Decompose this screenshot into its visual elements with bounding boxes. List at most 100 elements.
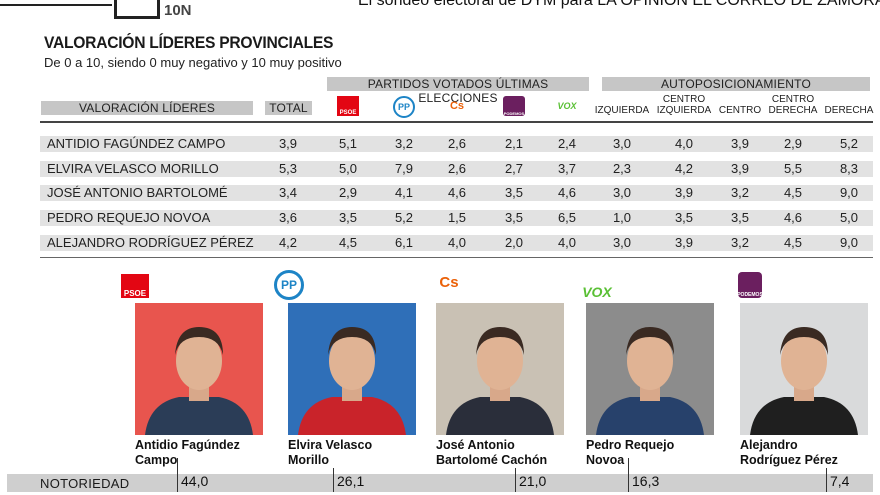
table-cell-value: 3,5 [730, 210, 750, 225]
candidate-party-logo: PODEMOS [737, 272, 763, 298]
table-cell-value: 3,9 [674, 235, 694, 250]
candidate-name-line2: Rodríguez Pérez [740, 453, 838, 467]
table-row: ELVIRA VELASCO MORILLO 5,3 5,0 7,9 2,6 2,7 3,7… [40, 161, 873, 177]
vox-logo-text: VOX [557, 101, 577, 111]
auto-header-line2: DERECHA [824, 105, 874, 116]
table-cell-value: 4,0 [447, 235, 467, 250]
table-cell-value: 6,5 [557, 210, 577, 225]
table-cell-value: 3,0 [612, 185, 632, 200]
candidate-photo [586, 303, 714, 435]
pp-logo-text: PP [397, 102, 410, 112]
table-cell-value: 9,0 [839, 185, 859, 200]
auto-column-header: CENTRO [705, 94, 775, 116]
auto-header-line2: CENTRO [718, 105, 762, 116]
auto-header-line1 [587, 94, 657, 105]
leader-name: ELVIRA VELASCO MORILLO [47, 161, 219, 176]
notoriedad-tick [628, 458, 629, 492]
candidate-name-line2: Novoa [586, 453, 625, 467]
table-cell-value: 2,3 [612, 161, 632, 176]
table-cell-value: 5,0 [338, 161, 358, 176]
table-cell-value: 4,6 [447, 185, 467, 200]
table-cell-value: 4,1 [394, 185, 414, 200]
page-title: VALORACIÓN LÍDERES PROVINCIALES [44, 33, 334, 52]
auto-header-line1: CENTRO [771, 94, 815, 105]
notoriedad-value: 21,0 [519, 473, 547, 489]
auto-header-line2: IZQUIERDA [656, 105, 712, 116]
candidate-party-text: VOX [582, 284, 612, 300]
table-cell-value: 2,6 [447, 161, 467, 176]
candidate-party-text: PSOE [123, 289, 147, 298]
portrait-illustration [436, 303, 564, 435]
table-cell-value: 3,2 [730, 185, 750, 200]
table-cell-value: 2,9 [783, 136, 803, 151]
notoriedad-tick [177, 458, 178, 492]
candidate-name-line1: José Antonio [436, 438, 515, 452]
table-cell-value: 3,9 [278, 136, 298, 151]
candidate-name-line2: Campo [135, 453, 178, 467]
candidate-photo [436, 303, 564, 435]
table-cell-value: 3,6 [278, 210, 298, 225]
candidate-photo [135, 303, 263, 435]
candidate-name-line1: Alejandro [740, 438, 798, 452]
table-row: ALEJANDRO RODRÍGUEZ PÉREZ 4,2 4,5 6,1 4,0 2,0… [40, 235, 873, 251]
leader-name: ANTIDIO FAGÚNDEZ CAMPO [47, 136, 226, 151]
table-cell-value: 3,5 [674, 210, 694, 225]
table-row: ANTIDIO FAGÚNDEZ CAMPO 3,9 5,1 3,2 2,6 2,1 2,4… [40, 136, 873, 152]
table-cell-value: 3,9 [730, 136, 750, 151]
table-cell-value: 5,5 [783, 161, 803, 176]
table-cell-value: 4,0 [557, 235, 577, 250]
candidate-name-line2: Bartolomé Cachón [436, 453, 548, 467]
table-row: PEDRO REQUEJO NOVOA 3,6 3,5 5,2 1,5 3,5 6,5 1,0… [40, 210, 873, 226]
survey-caption: El sondeo electoral de DYM para LA OPINI… [358, 0, 880, 9]
auto-header-line2: DERECHA [768, 105, 818, 116]
psoe-logo-text: PSOE [339, 110, 357, 116]
table-cell-value: 4,2 [278, 235, 298, 250]
table-cell-value: 4,5 [338, 235, 358, 250]
auto-column-header: CENTRO IZQUIERDA [649, 94, 719, 116]
table-cell-value: 3,9 [730, 161, 750, 176]
auto-header-line2: IZQUIERDA [594, 105, 650, 116]
notoriedad-value: 16,3 [632, 473, 660, 489]
candidate-name-line1: Pedro Requejo [586, 438, 675, 452]
table-cell-value: 4,2 [674, 161, 694, 176]
candidate-photo [740, 303, 868, 435]
notoriedad-label: NOTORIEDAD [40, 476, 130, 491]
candidate-photo [288, 303, 416, 435]
table-cell-value: 5,0 [839, 210, 859, 225]
candidate-party-logo: Cs [436, 270, 462, 294]
table-cell-value: 3,2 [394, 136, 414, 151]
table-cell-value: 4,6 [783, 210, 803, 225]
psoe-logo: PSOE [337, 96, 359, 116]
table-cell-value: 1,5 [447, 210, 467, 225]
table-cell-value: 3,7 [557, 161, 577, 176]
table-cell-value: 5,1 [338, 136, 358, 151]
notoriedad-value: 44,0 [181, 473, 209, 489]
vox-logo: VOX [556, 96, 578, 116]
table-bottom-rule [40, 257, 873, 258]
masthead-logo-text: 10N [164, 2, 192, 19]
candidate-party-logo: PP [274, 270, 304, 300]
notoriedad-value: 7,4 [830, 473, 850, 489]
table-cell-value: 3,5 [504, 185, 524, 200]
table-cell-value: 2,0 [504, 235, 524, 250]
table-cell-value: 3,5 [504, 210, 524, 225]
table-cell-value: 7,9 [394, 161, 414, 176]
leader-name: ALEJANDRO RODRÍGUEZ PÉREZ [47, 235, 254, 250]
auto-column-header: IZQUIERDA [587, 94, 657, 116]
auto-header-line1: CENTRO [662, 94, 706, 105]
table-cell-value: 2,4 [557, 136, 577, 151]
table-cell-value: 2,6 [447, 136, 467, 151]
table-cell-value: 9,0 [839, 235, 859, 250]
column-header-total: TOTAL [265, 101, 312, 115]
candidate-party-logo: VOX [580, 282, 614, 302]
table-cell-value: 3,4 [278, 185, 298, 200]
notoriedad-tick [826, 468, 827, 492]
table-cell-value: 1,0 [612, 210, 632, 225]
portrait-illustration [135, 303, 263, 435]
table-cell-value: 3,5 [338, 210, 358, 225]
table-cell-value: 4,6 [557, 185, 577, 200]
candidate-name-line2: Morillo [288, 453, 329, 467]
table-cell-value: 4,0 [674, 136, 694, 151]
table-cell-value: 2,7 [504, 161, 524, 176]
candidate-name-line1: Elvira Velasco [288, 438, 373, 452]
